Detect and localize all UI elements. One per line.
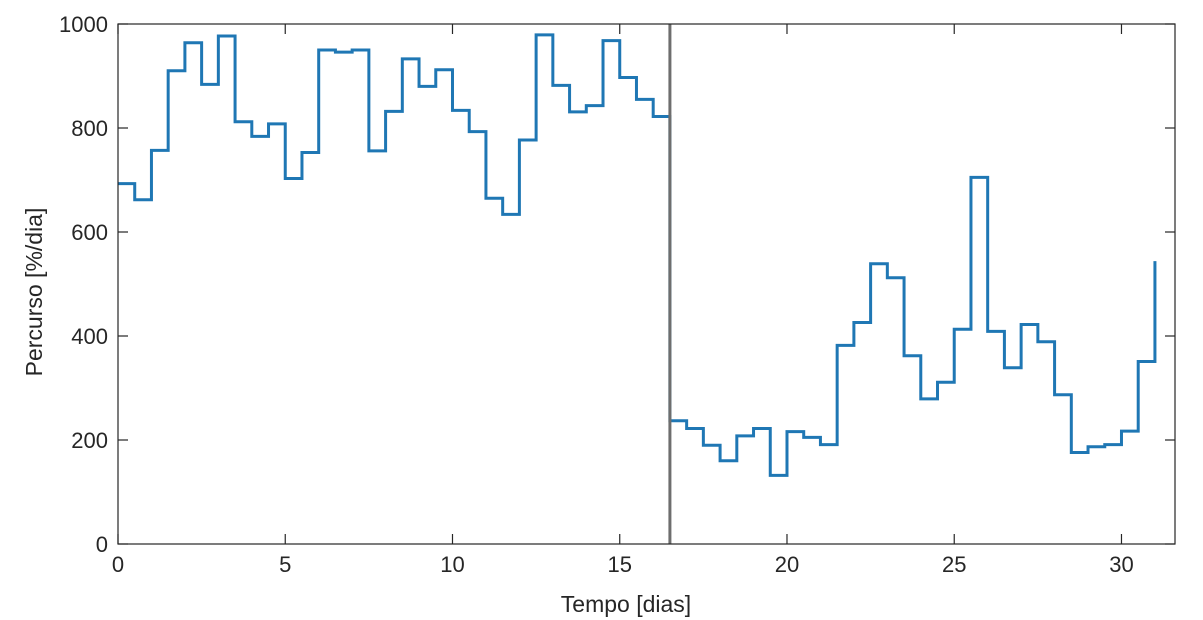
series-line-0	[118, 33, 1157, 477]
x-tick-label: 5	[279, 552, 291, 577]
x-tick-label: 15	[607, 552, 631, 577]
axes-frame	[117, 23, 1176, 545]
y-axis: 0 200 400 600 800 1000	[59, 12, 1175, 557]
x-axis-label: Tempo [dias]	[561, 591, 691, 617]
y-tick-label: 600	[71, 220, 108, 245]
y-tick-label: 200	[71, 428, 108, 453]
plot-area	[118, 24, 1157, 544]
x-tick-label: 20	[775, 552, 799, 577]
x-axis: 0 5 10 15 20 25 30	[112, 24, 1134, 577]
y-tick-label: 400	[71, 324, 108, 349]
x-tick-label: 30	[1109, 552, 1133, 577]
x-tick-label: 10	[440, 552, 464, 577]
x-tick-label: 0	[112, 552, 124, 577]
x-tick-label: 25	[942, 552, 966, 577]
y-tick-label: 1000	[59, 12, 108, 37]
y-axis-label: Percurso [%/dia]	[21, 208, 47, 377]
y-tick-label: 0	[96, 532, 108, 557]
y-tick-label: 800	[71, 116, 108, 141]
